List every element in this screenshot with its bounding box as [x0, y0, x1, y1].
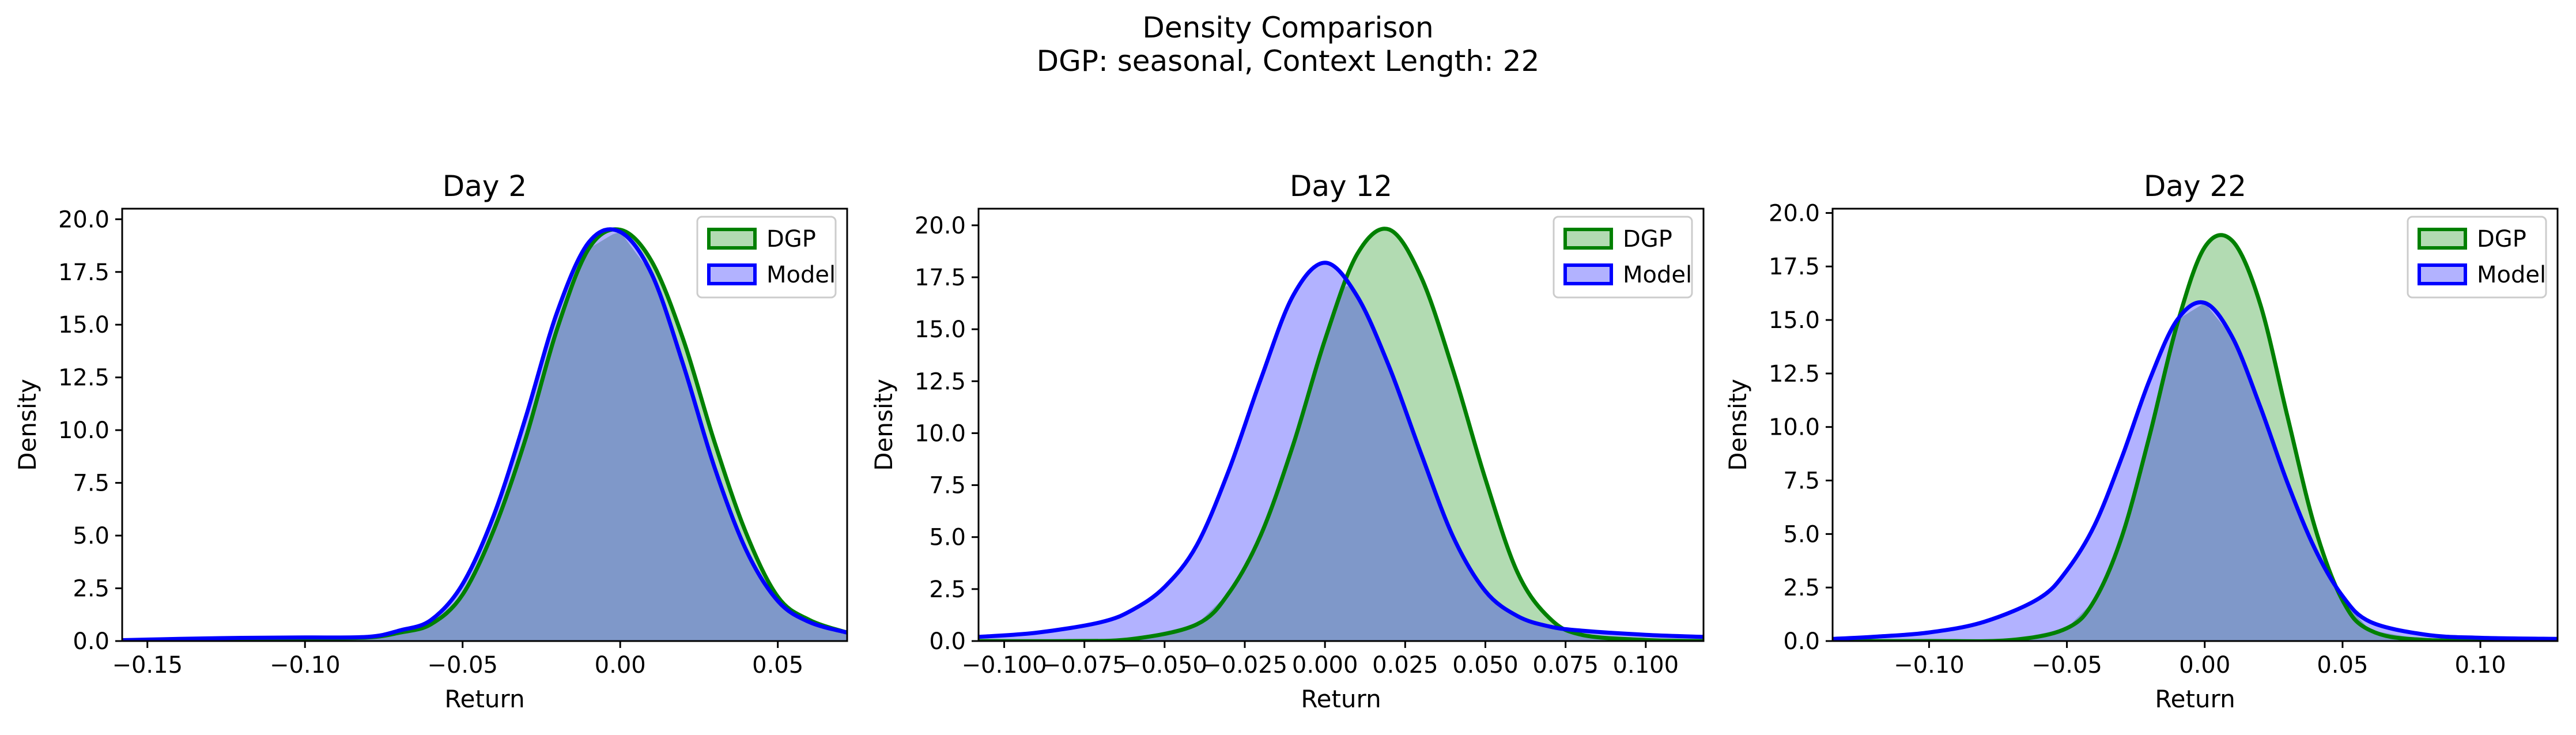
x-tick-label: 0.10: [2455, 652, 2506, 679]
x-tick-label: −0.025: [1202, 652, 1287, 679]
plot-area: [1833, 233, 2558, 641]
x-tick-label: 0.050: [1452, 652, 1519, 679]
dgp-density-line: [979, 227, 1704, 641]
x-tick-label: −0.05: [427, 652, 498, 679]
x-tick-label: 0.025: [1372, 652, 1438, 679]
dgp-legend-swatch: [2418, 228, 2467, 250]
subplot-panels: −0.15 −0.10 −0.05 0.00 0.05 0.0 2.5 5.0 7.5 10.0 1…: [13, 169, 2559, 713]
y-tick-label: 0.0: [73, 628, 109, 655]
y-tick-label: 10.0: [1769, 414, 1820, 441]
x-tick-label: −0.10: [1894, 652, 1965, 679]
y-tick-label: 15.0: [1769, 307, 1820, 334]
x-tick-label: −0.15: [112, 652, 183, 679]
y-tick-label: 5.0: [73, 523, 109, 549]
x-tick-label: 0.00: [2179, 652, 2230, 679]
y-tick-label: 2.5: [1783, 575, 1820, 601]
x-tick-label: 0.05: [2317, 652, 2368, 679]
y-tick-label: 5.0: [929, 525, 966, 551]
x-axis-label: Return: [444, 685, 524, 713]
x-tick-label: 0.100: [1613, 652, 1679, 679]
axes-frame: [1831, 208, 2559, 642]
subplot-title: Day 12: [1290, 169, 1392, 203]
x-tick-label: 0.00: [595, 652, 646, 679]
model-legend-label: Model: [2477, 262, 2546, 288]
x-tick-label: 0.05: [752, 652, 803, 679]
x-tick-label: −0.10: [270, 652, 341, 679]
y-tick-label: 12.5: [58, 365, 109, 391]
subplot-3: −0.10 −0.05 0.00 0.05 0.10 0.0 2.5 5.0 7.5 10.0 12…: [1724, 169, 2559, 713]
dgp-legend-label: DGP: [1623, 226, 1672, 252]
y-tick-label: 7.5: [929, 473, 966, 499]
subplot-1: −0.15 −0.10 −0.05 0.00 0.05 0.0 2.5 5.0 7.5 10.0 1…: [13, 169, 848, 713]
x-tick-label: −0.075: [1042, 652, 1127, 679]
x-axis-label: Return: [2155, 685, 2235, 713]
y-axis-label: Density: [1724, 379, 1752, 471]
y-tick-label: 0.0: [1783, 628, 1820, 655]
y-tick-label: 5.0: [1783, 521, 1820, 548]
y-tick-label: 12.5: [1769, 361, 1820, 387]
y-tick-label: 2.5: [73, 576, 109, 602]
figure-title: Density Comparison: [1142, 11, 1433, 44]
y-tick-label: 0.0: [929, 628, 966, 655]
legend: DGP Model: [696, 216, 837, 299]
y-axis-label: Density: [13, 379, 41, 471]
x-axis-label: Return: [1301, 685, 1381, 713]
y-tick-label: 17.5: [58, 259, 109, 286]
dgp-density-line: [1833, 233, 2558, 641]
figure-subtitle: DGP: seasonal, Context Length: 22: [1037, 44, 1540, 78]
dgp-legend-label: DGP: [766, 226, 816, 252]
overlap-density-fill: [122, 232, 847, 641]
y-tick-label: 20.0: [915, 213, 966, 239]
model-legend-swatch: [2418, 263, 2467, 285]
plot-area: [979, 227, 1704, 641]
y-axis-label: Density: [870, 379, 898, 471]
x-tick-label: −0.100: [962, 652, 1047, 679]
model-legend-label: Model: [766, 262, 836, 288]
x-tick-label: −0.050: [1122, 652, 1207, 679]
x-tick-label: 0.000: [1292, 652, 1358, 679]
y-tick-label: 17.5: [915, 265, 966, 291]
y-tick-label: 17.5: [1769, 254, 1820, 280]
model-legend-label: Model: [1623, 262, 1692, 288]
y-tick-label: 7.5: [73, 470, 109, 497]
dgp-legend-label: DGP: [2477, 226, 2526, 252]
y-tick-label: 15.0: [58, 312, 109, 338]
model-legend-swatch: [1563, 263, 1613, 285]
overlap-density-fill: [979, 286, 1704, 641]
y-tick-label: 20.0: [1769, 200, 1820, 227]
y-tick-label: 12.5: [915, 368, 966, 395]
y-tick-label: 10.0: [58, 417, 109, 444]
dgp-legend-swatch: [1563, 228, 1613, 250]
y-tick-label: 20.0: [58, 206, 109, 233]
y-tick-label: 2.5: [929, 576, 966, 603]
subplot-title: Day 2: [443, 169, 527, 203]
legend: DGP Model: [2407, 216, 2547, 299]
model-legend-swatch: [707, 263, 757, 285]
x-tick-label: 0.075: [1532, 652, 1599, 679]
model-density-line: [1833, 300, 2558, 641]
subplot-title: Day 22: [2144, 169, 2246, 203]
plot-area: [122, 227, 847, 641]
model-density-line: [122, 227, 847, 641]
model-density-line: [979, 261, 1704, 639]
axes-frame: [977, 208, 1705, 642]
y-tick-label: 15.0: [915, 316, 966, 343]
axes-frame: [121, 208, 848, 642]
subplot-2: −0.100−0.075−0.050−0.025 0.000 0.025 0.050 0…: [870, 169, 1705, 713]
overlap-density-fill: [1833, 303, 2558, 641]
legend: DGP Model: [1553, 216, 1693, 299]
y-tick-label: 7.5: [1783, 468, 1820, 495]
y-tick-label: 10.0: [915, 420, 966, 447]
x-tick-label: −0.05: [2031, 652, 2102, 679]
dgp-legend-swatch: [707, 228, 757, 250]
